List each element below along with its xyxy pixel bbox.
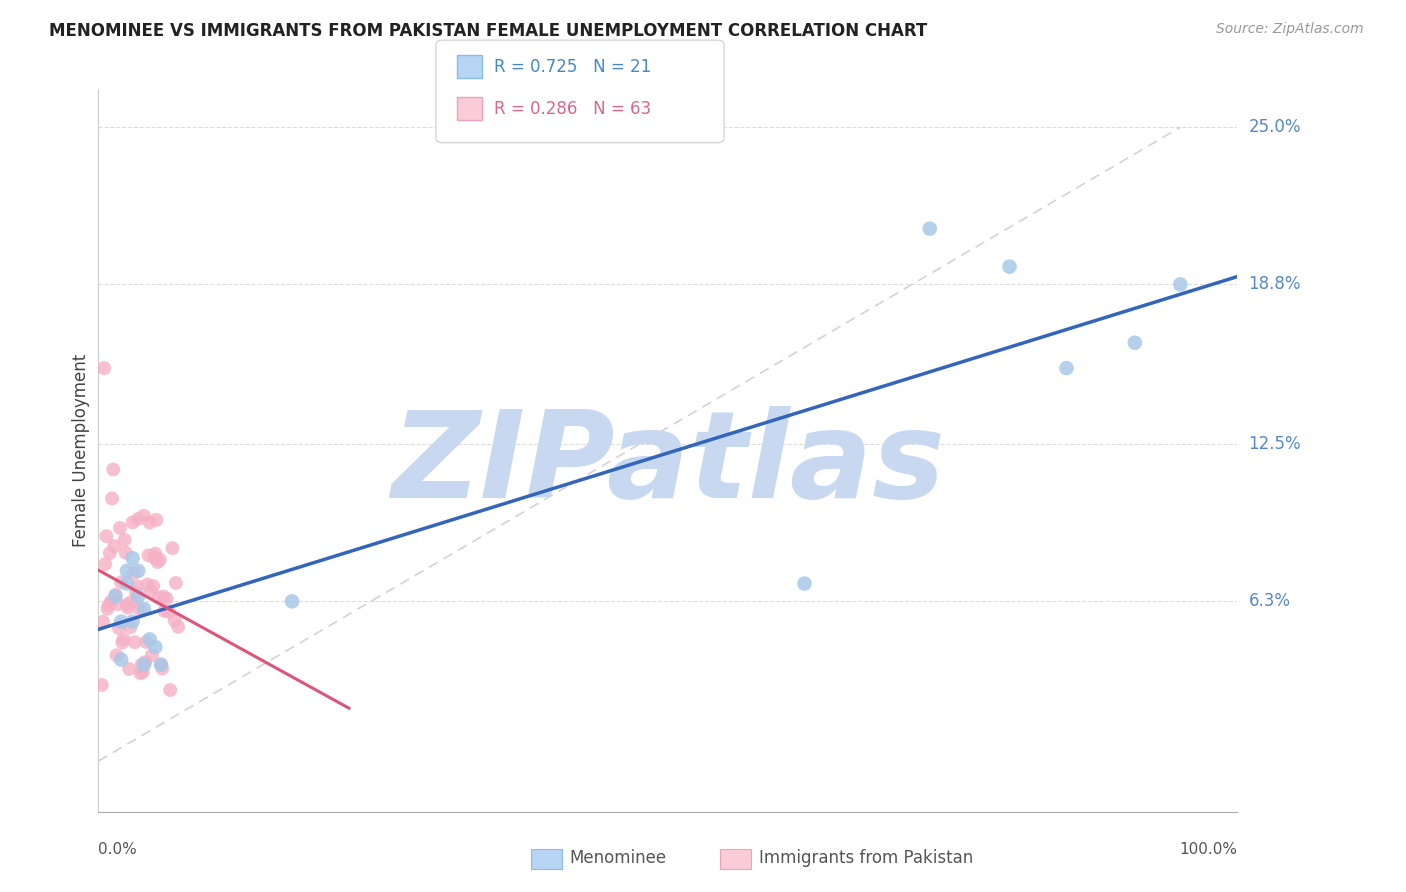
Point [150,657,173,672]
Point [139,584,162,599]
Point [94,557,117,571]
Text: ZIPatlas: ZIPatlas [391,407,945,524]
Point [114,533,136,547]
Text: 6.3%: 6.3% [1249,592,1291,610]
Point [162,541,184,556]
Point [129,666,152,681]
Point [148,591,170,605]
Point [98,546,121,560]
Point [153,604,176,618]
Point [135,635,157,649]
Point [118,662,141,676]
Point [127,589,149,603]
Text: 18.8%: 18.8% [1249,276,1301,293]
Point [127,512,149,526]
Point [138,549,160,563]
Point [120,595,142,609]
Point [101,491,124,506]
Point [281,594,304,608]
Point [127,579,149,593]
Point [108,521,131,535]
Point [90,678,112,692]
Point [110,652,132,666]
Point [127,564,149,578]
Point [165,576,187,591]
Point [112,632,135,647]
Point [998,260,1021,274]
Point [115,576,138,591]
Point [104,588,127,602]
Point [96,601,118,615]
Point [1054,361,1078,376]
Point [97,598,120,612]
Text: Immigrants from Pakistan: Immigrants from Pakistan [759,849,973,867]
Text: 0.0%: 0.0% [98,842,138,857]
Point [115,564,138,578]
Point [132,665,155,679]
Y-axis label: Female Unemployment: Female Unemployment [72,354,90,547]
Point [1123,335,1146,350]
Point [150,662,173,676]
Point [121,615,143,629]
Point [149,553,172,567]
Point [138,516,160,530]
Text: MENOMINEE VS IMMIGRANTS FROM PAKISTAN FEMALE UNEMPLOYMENT CORRELATION CHART: MENOMINEE VS IMMIGRANTS FROM PAKISTAN FE… [49,22,928,40]
Text: R = 0.286   N = 63: R = 0.286 N = 63 [494,100,651,118]
Point [157,605,180,619]
Point [114,546,136,560]
Point [145,513,167,527]
Point [163,614,186,628]
Point [110,575,132,590]
Point [136,577,159,591]
Point [143,550,166,565]
Point [108,621,131,635]
Point [156,591,179,606]
Point [128,602,150,616]
Point [145,640,167,654]
Text: 100.0%: 100.0% [1180,842,1237,857]
Point [132,602,155,616]
Point [134,655,156,669]
Point [91,615,114,629]
Point [132,508,155,523]
Point [121,516,143,530]
Text: 12.5%: 12.5% [1249,435,1301,453]
Point [150,657,173,672]
Point [918,221,941,235]
Point [124,635,146,649]
Text: R = 0.725   N = 21: R = 0.725 N = 21 [494,58,651,76]
Point [105,648,128,663]
Point [104,589,127,603]
Point [145,547,167,561]
Point [120,620,142,634]
Point [141,648,163,663]
Point [111,635,134,649]
Point [138,632,160,647]
Point [121,551,143,566]
Point [159,683,181,698]
Point [100,595,122,609]
Point [142,579,165,593]
Text: 25.0%: 25.0% [1249,119,1301,136]
Point [146,555,169,569]
Point [122,566,145,580]
Text: Source: ZipAtlas.com: Source: ZipAtlas.com [1216,22,1364,37]
Point [131,657,153,672]
Point [167,620,190,634]
Point [125,585,148,599]
Point [103,539,125,553]
Point [115,598,138,612]
Point [107,597,129,611]
Text: Menominee: Menominee [569,849,666,867]
Point [103,462,125,476]
Point [96,529,118,543]
Point [117,600,139,615]
Point [793,576,815,591]
Point [93,361,115,376]
Point [152,590,174,604]
Point [110,615,132,629]
Point [132,657,155,672]
Point [1170,277,1192,292]
